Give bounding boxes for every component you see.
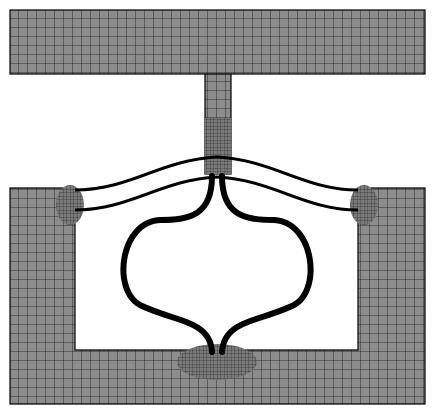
right-joint-refined-zone bbox=[350, 185, 378, 225]
bulb-flexure-right bbox=[219, 173, 314, 355]
upper-curved-beam-inner bbox=[74, 175, 359, 212]
stem-refined-zone bbox=[205, 118, 231, 174]
left-joint-refined-zone bbox=[56, 185, 84, 225]
bottom-joint-refined-zone bbox=[177, 344, 257, 380]
top-crossbar-mesh bbox=[9, 9, 426, 75]
upper-curved-beam-outer bbox=[74, 155, 359, 192]
bulb-flexure-left bbox=[120, 173, 215, 355]
